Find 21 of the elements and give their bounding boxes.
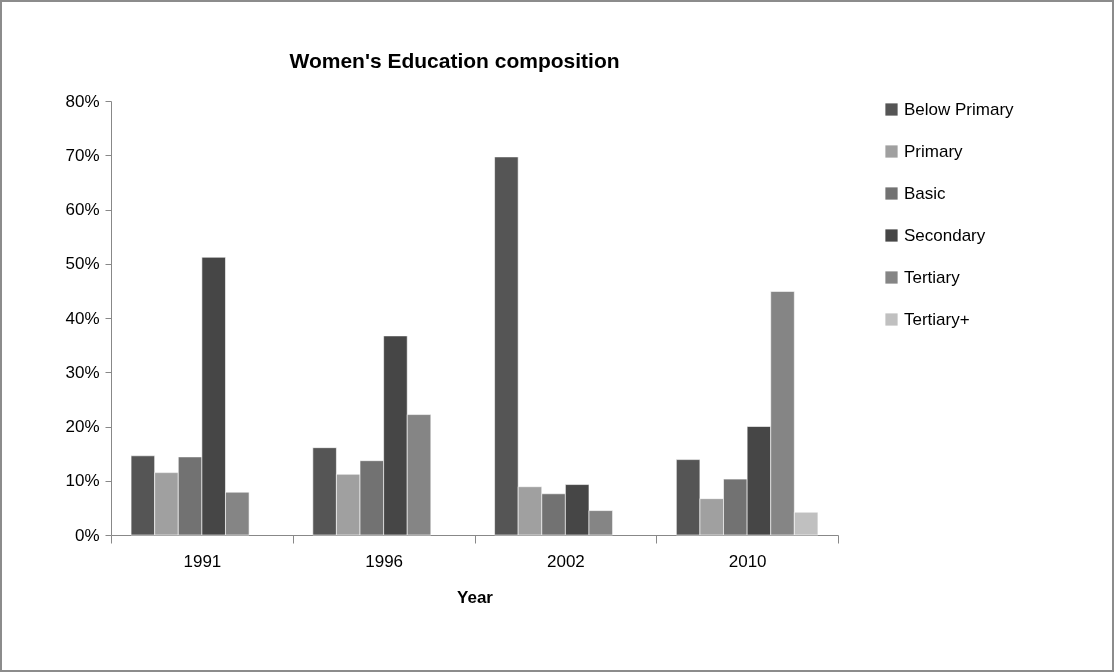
legend-label: Tertiary: [904, 267, 961, 287]
legend-label: Basic: [904, 183, 947, 203]
x-tick-label: 2002: [546, 551, 585, 571]
y-tick-label: 10%: [65, 471, 100, 491]
legend-label: Secondary: [904, 225, 986, 245]
legend-label: Primary: [904, 141, 964, 161]
y-tick-label: 60%: [65, 200, 100, 219]
y-tick-label: 30%: [65, 362, 100, 382]
y-tick-label: 80%: [65, 91, 100, 111]
y-tick-label: 0%: [74, 525, 100, 545]
x-tick-label: 2010: [728, 551, 767, 571]
x-tick-label: 1991: [183, 551, 222, 571]
legend-label: Below Primary: [904, 99, 1015, 119]
y-tick-label: 20%: [65, 417, 100, 436]
chart-title: Women's Education composition: [289, 49, 620, 72]
y-tick-label: 40%: [65, 308, 100, 328]
y-tick-label: 70%: [65, 145, 100, 165]
legend-label: Tertiary+: [904, 309, 970, 329]
y-tick-label: 50%: [65, 254, 100, 274]
x-axis-title: Year: [457, 587, 494, 607]
x-tick-label: 1996: [365, 551, 404, 571]
